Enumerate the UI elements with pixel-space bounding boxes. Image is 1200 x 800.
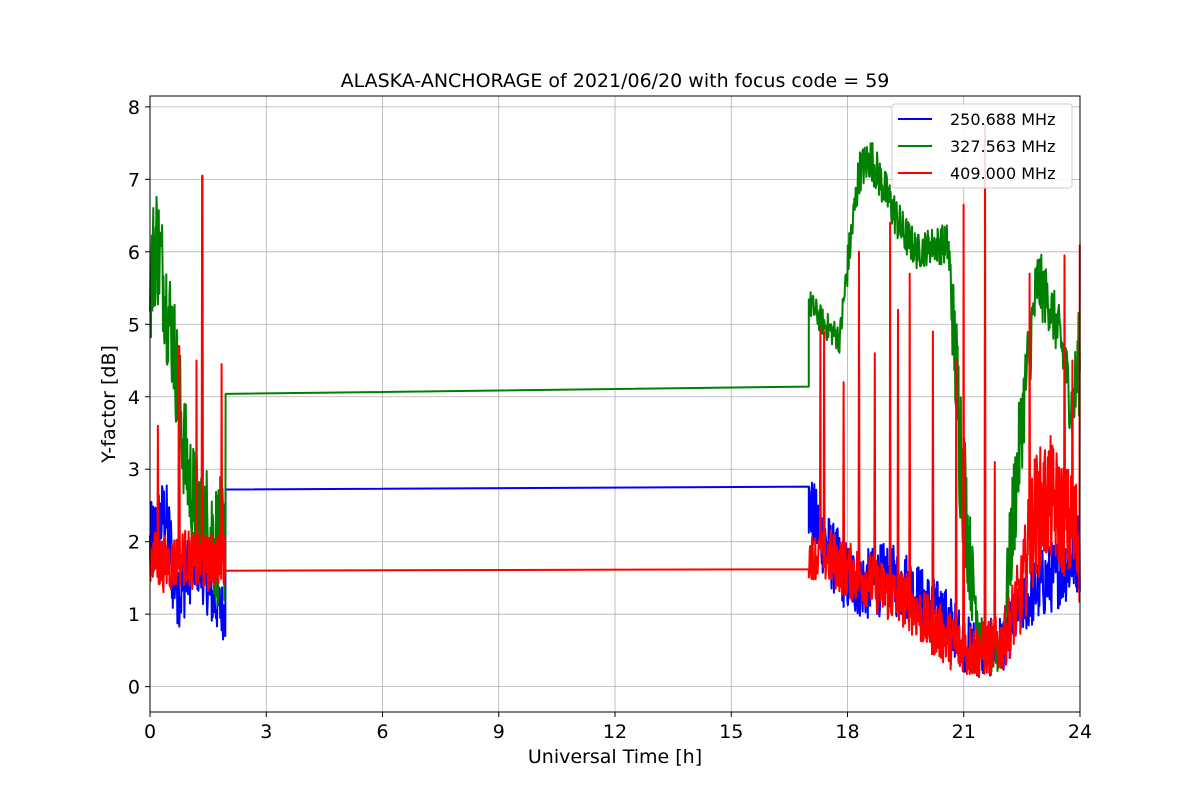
x-tick-label: 0 <box>144 721 156 743</box>
legend-label: 327.563 MHz <box>950 137 1055 156</box>
x-tick-label: 15 <box>719 721 743 743</box>
y-tick-label: 4 <box>128 387 140 409</box>
plot-area <box>149 124 1081 679</box>
chart-title: ALASKA-ANCHORAGE of 2021/06/20 with focu… <box>341 70 890 92</box>
grid <box>149 96 1081 712</box>
y-axis-label: Y-factor [dB] <box>98 345 120 464</box>
y-tick-label: 5 <box>128 314 140 336</box>
legend: 250.688 MHz 327.563 MHz 409.000 MHz <box>891 103 1073 189</box>
legend-label: 250.688 MHz <box>950 110 1055 129</box>
y-tick-label: 8 <box>128 97 140 119</box>
legend-box <box>891 103 1073 189</box>
y-tick-label: 1 <box>128 604 140 626</box>
x-tick-label: 24 <box>1068 721 1092 743</box>
x-axis: 0 3 6 9 12 15 18 21 24 <box>144 712 1092 743</box>
y-tick-label: 0 <box>128 677 140 699</box>
x-tick-label: 9 <box>493 721 505 743</box>
x-tick-label: 3 <box>260 721 272 743</box>
legend-label: 409.000 MHz <box>950 164 1055 183</box>
y-tick-label: 2 <box>128 532 140 554</box>
y-tick-label: 7 <box>128 169 140 191</box>
x-tick-label: 6 <box>376 721 388 743</box>
y-tick-label: 3 <box>128 459 140 481</box>
x-tick-label: 21 <box>952 721 976 743</box>
x-tick-label: 12 <box>603 721 627 743</box>
series-path <box>149 124 1081 679</box>
x-axis-label: Universal Time [h] <box>528 746 702 768</box>
x-tick-label: 18 <box>835 721 859 743</box>
y-axis: 0 1 2 3 4 5 6 7 8 <box>128 97 150 699</box>
y-tick-label: 6 <box>128 242 140 264</box>
series-line <box>149 124 1081 679</box>
